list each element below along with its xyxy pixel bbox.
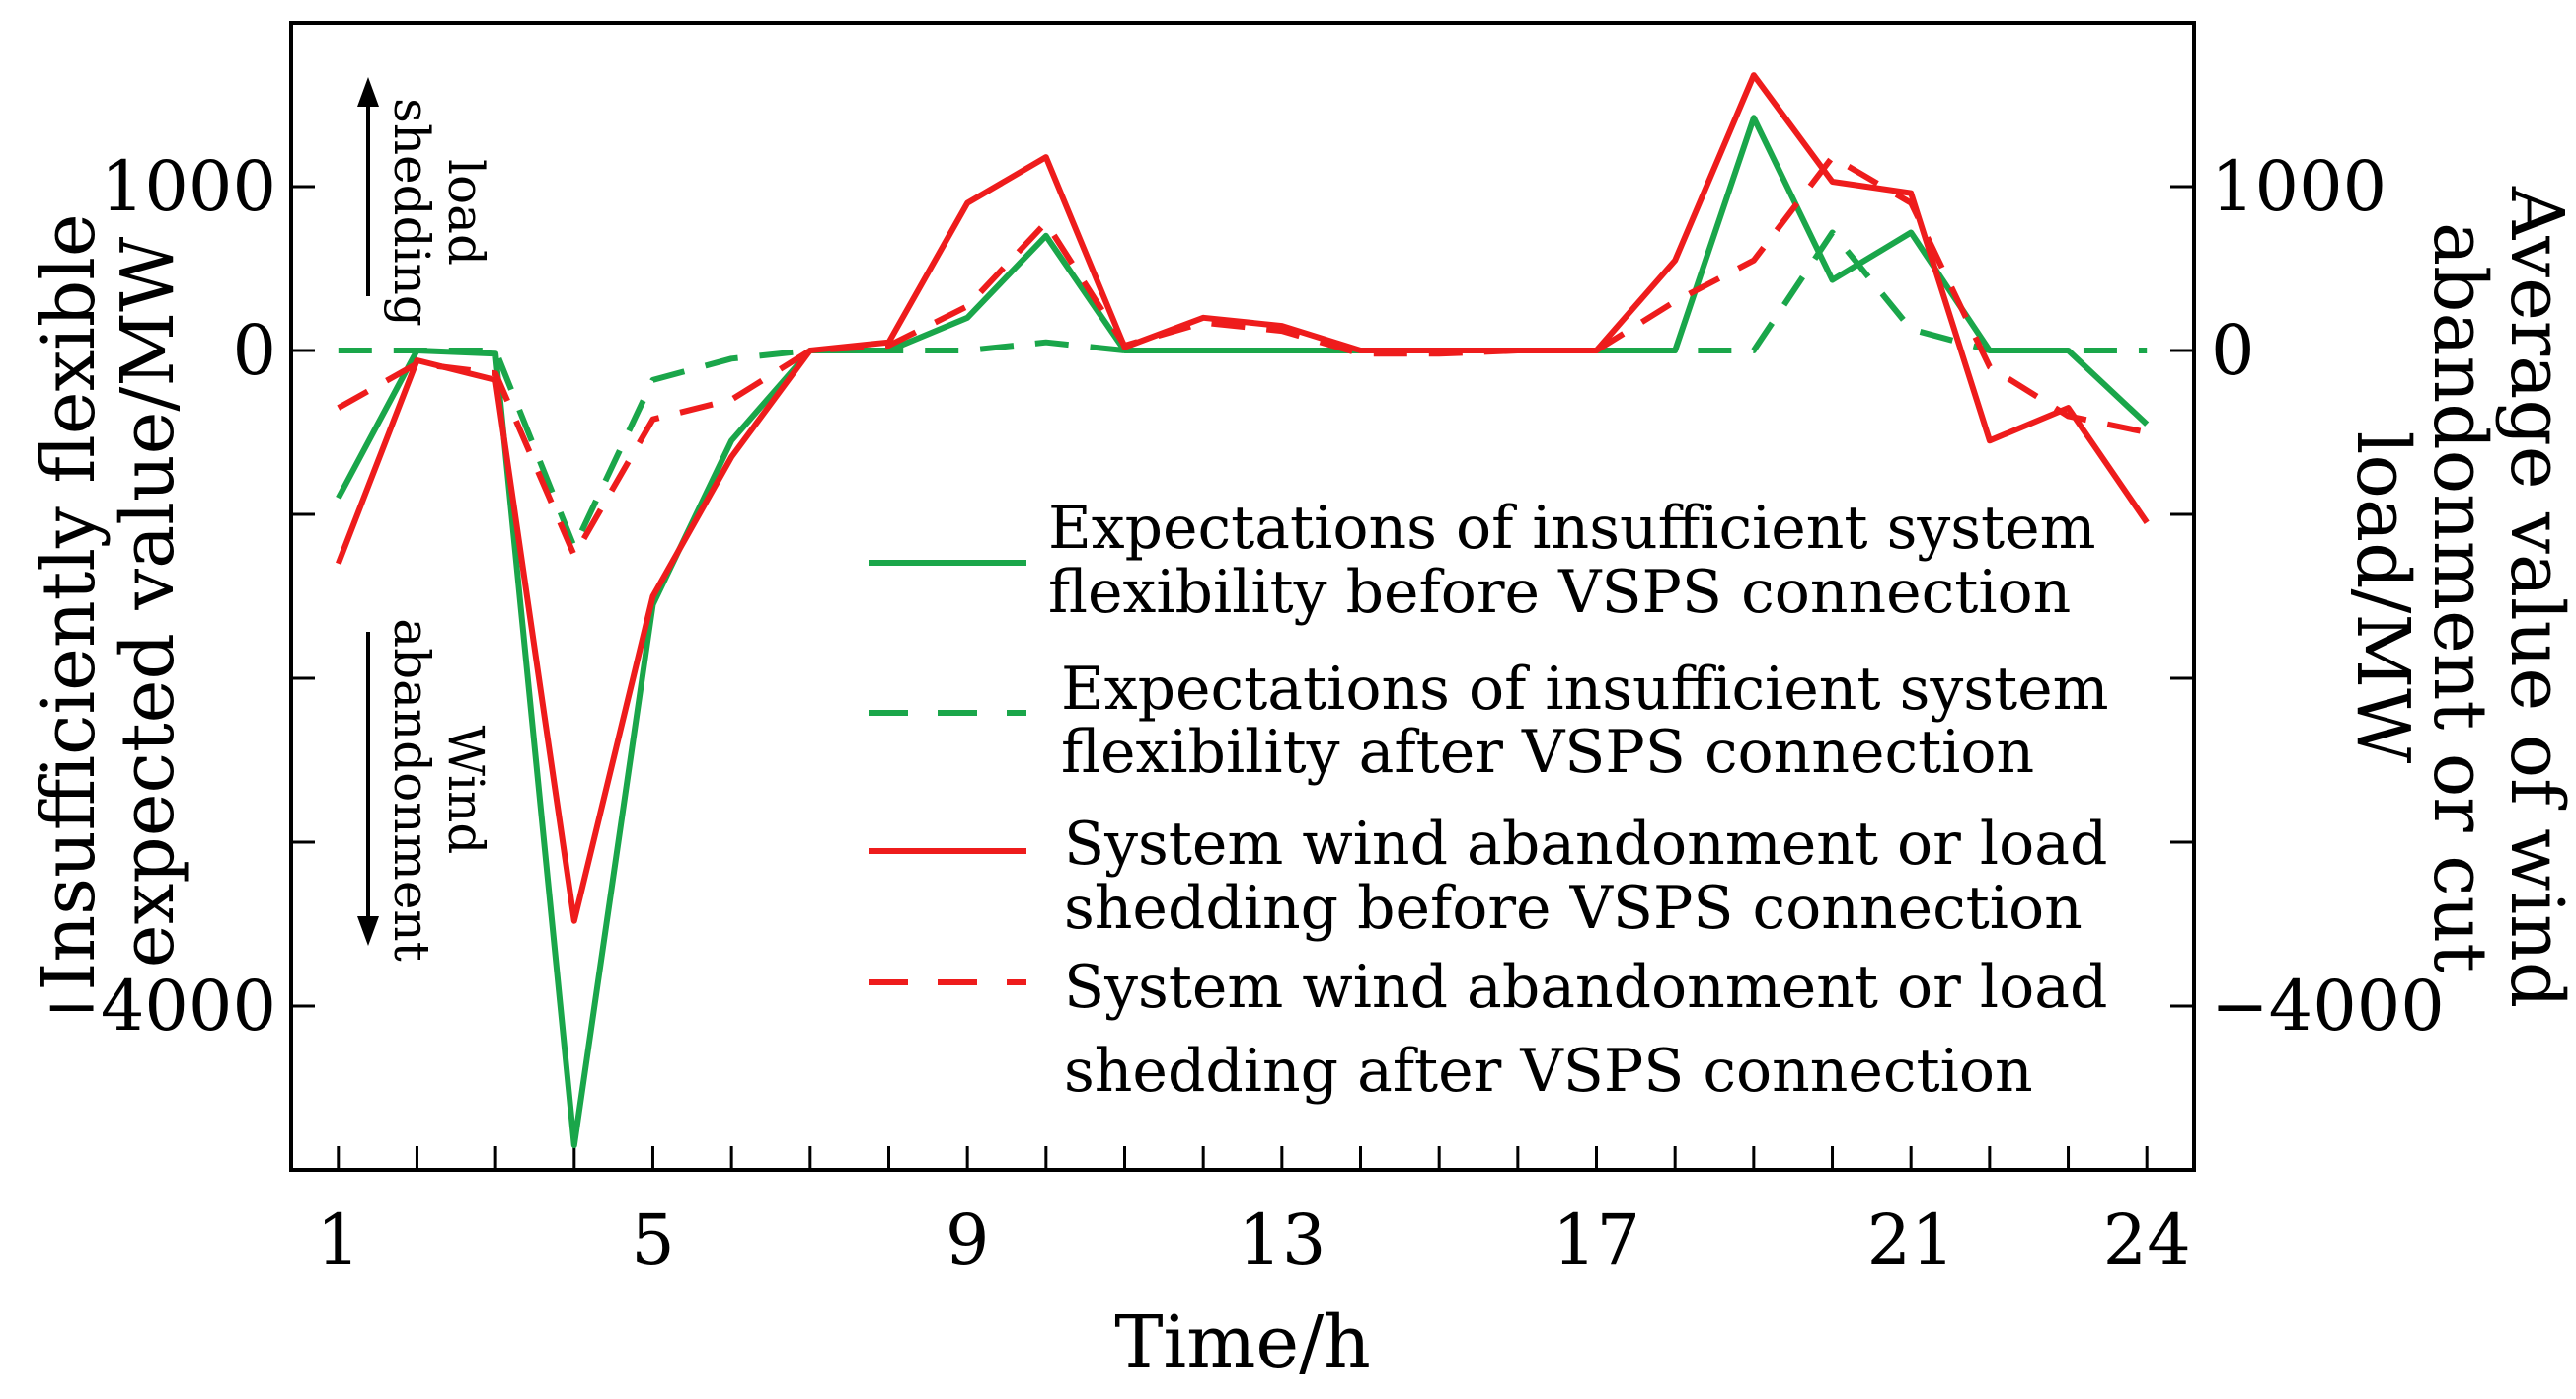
x-tick-label: 13 — [1238, 1200, 1326, 1281]
y-tick-label-right-1000: 1000 — [2211, 146, 2387, 227]
y-tick-label-left-0: 0 — [232, 310, 276, 391]
wind-abandonment-label-line2: abandonment — [383, 618, 440, 961]
legend-label-1-line2: flexibility before VSPS connection — [1048, 558, 2071, 627]
series-group — [336, 72, 2150, 1149]
y-axis-title-left-line2: expected value/MW — [106, 237, 190, 968]
legend-label-4-line1: System wind abandonment or load — [1064, 953, 2107, 1022]
load-shedding-label-line2: shedding — [383, 98, 440, 327]
x-tick-label: 21 — [1867, 1200, 1955, 1281]
legend-label-2-line1: Expectations of insufficient system — [1061, 655, 2109, 724]
series-line-2 — [338, 229, 2148, 551]
x-axis-title: Time/h — [1114, 1300, 1371, 1385]
x-tick-label: 17 — [1553, 1200, 1640, 1281]
legend: Expectations of insufficient system flex… — [869, 494, 2109, 1106]
axis-ticks — [291, 185, 2194, 1170]
y-tick-label-left-1000: 1000 — [101, 146, 276, 227]
y-axis-title-right-line2: abandonment or cut — [2417, 222, 2502, 972]
y-axis-title-left-line1: Insufficiently flexible — [27, 213, 112, 990]
wind-abandonment-label-line1: Wind — [437, 726, 494, 855]
wind-abandonment-annotation: Wind abandonment — [357, 618, 494, 962]
down-arrow-head-icon — [357, 916, 379, 946]
x-tick-label: 1 — [317, 1200, 361, 1281]
series-line-1 — [336, 115, 2150, 1149]
legend-label-3-line2: shedding before VSPS connection — [1064, 874, 2083, 943]
y-tick-label-left-minus4000: −4000 — [42, 966, 276, 1047]
legend-label-1-line1: Expectations of insufficient system — [1048, 494, 2096, 563]
legend-label-2-line2: flexibility after VSPS connection — [1061, 718, 2034, 787]
load-shedding-label-line1: load — [437, 159, 494, 266]
legend-label-4-line2: shedding after VSPS connection — [1064, 1037, 2033, 1106]
y-tick-label-right-0: 0 — [2211, 310, 2255, 391]
y-tick-label-right-minus4000: −4000 — [2211, 966, 2445, 1047]
x-tick-label: 9 — [946, 1200, 990, 1281]
y-axis-title-right: Average value of wind abandonment or cut… — [2340, 186, 2576, 1008]
load-shedding-annotation: load shedding — [357, 77, 494, 327]
series-line-4 — [337, 154, 2148, 559]
y-axis-title-left: Insufficiently flexible expected value/M… — [27, 213, 190, 990]
plot-frame — [289, 21, 2196, 1172]
y-axis-title-right-line1: Average value of wind — [2494, 186, 2576, 1008]
up-arrow-head-icon — [357, 77, 379, 107]
series-line-3 — [336, 72, 2150, 924]
y-axis-title-right-line3: load/MW — [2340, 431, 2425, 763]
x-tick-label: 24 — [2103, 1200, 2191, 1281]
x-tick-label: 5 — [631, 1200, 675, 1281]
legend-label-3-line1: System wind abandonment or load — [1064, 810, 2107, 879]
